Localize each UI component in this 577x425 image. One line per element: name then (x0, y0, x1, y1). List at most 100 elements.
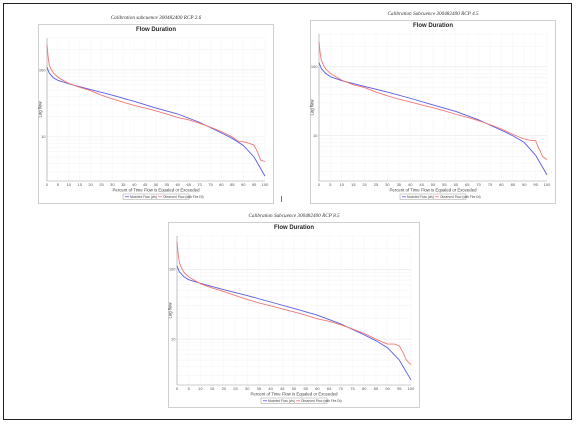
x-tick-label: 90 (241, 182, 246, 187)
x-tick-label: 10 (340, 182, 345, 187)
x-tick-label: 75 (488, 182, 493, 187)
x-tick-label: 30 (385, 182, 390, 187)
flow-duration-chart: 0 5 10 15 20 25 30 35 40 45 50 55 60 65 70 75 80 85 90 95 10… (310, 33, 551, 200)
x-tick-label: 15 (351, 182, 356, 187)
x-tick-label: 95 (533, 182, 538, 187)
chart-caption: Calibration Subcuence 300482400 RCP 8.5 (248, 213, 340, 219)
legend-label: Modeled Flow (cfs) (268, 399, 295, 403)
x-tick-label: 25 (374, 182, 379, 187)
chart-panel-rcp26: Calibration subcuence 300482400 RCP 2.6 … (38, 12, 274, 204)
chart-title: Flow Duration (413, 23, 453, 29)
x-tick-label: 100 (408, 386, 415, 391)
x-tick-label: 0 (46, 182, 49, 187)
observed-flow-line (318, 41, 548, 160)
x-axis-label: Percent of Time Flow is Equaled or Excee… (251, 392, 339, 397)
x-tick-label: 70 (197, 182, 202, 187)
x-tick-label: 55 (442, 182, 447, 187)
x-tick-label: 60 (315, 386, 320, 391)
x-tick-label: 55 (303, 386, 308, 391)
x-tick-label: 75 (208, 182, 213, 187)
x-tick-label: 60 (454, 182, 459, 187)
x-tick-label: 10 (198, 386, 203, 391)
x-tick-label: 30 (110, 182, 115, 187)
x-tick-label: 0 (176, 386, 179, 391)
flow-duration-chart: 0 5 10 15 20 25 30 35 40 45 50 55 60 65 70 75 80 85 90 95 10… (168, 235, 415, 404)
y-axis-label: Log flow (168, 302, 173, 319)
x-tick-label: 35 (257, 386, 262, 391)
x-tick-label: 95 (397, 386, 402, 391)
x-tick-label: 100 (544, 182, 551, 187)
chart-area: Flow Duration 0 5 10 15 20 25 30 35 40 45 50 55 60 65… (38, 24, 274, 204)
x-tick-label: 65 (327, 386, 332, 391)
observed-flow-line (46, 44, 266, 162)
divider-line (281, 196, 282, 202)
x-tick-label: 15 (210, 386, 215, 391)
y-axis-label: Log flow (38, 101, 43, 118)
y-tick-label: 100 (311, 64, 318, 69)
x-tick-label: 40 (408, 182, 413, 187)
modeled-flow-line (176, 265, 412, 381)
x-tick-label: 35 (121, 182, 126, 187)
y-tick-label: 10 (41, 134, 46, 139)
modeled-flow-line (318, 62, 548, 176)
x-tick-label: 35 (397, 182, 402, 187)
chart-title: Flow Duration (274, 225, 314, 231)
x-tick-label: 85 (230, 182, 235, 187)
x-tick-label: 20 (222, 386, 227, 391)
y-tick-label: 10 (313, 133, 318, 138)
x-tick-label: 25 (233, 386, 238, 391)
x-tick-label: 65 (465, 182, 470, 187)
modeled-flow-line (46, 67, 266, 177)
chart-area: Flow Duration 0 5 10 15 20 25 30 35 40 45 50 55 60 65… (168, 222, 420, 408)
x-tick-label: 80 (499, 182, 504, 187)
x-tick-label: 15 (77, 182, 82, 187)
x-tick-label: 75 (350, 386, 355, 391)
x-axis-label: Percent of Time Flow is Equaled or Excee… (113, 188, 201, 193)
x-tick-label: 70 (339, 386, 344, 391)
chart-caption: Calibration Subcuence 300482400 RCP 4.5 (387, 11, 479, 17)
x-tick-label: 50 (431, 182, 436, 187)
x-tick-label: 25 (99, 182, 104, 187)
legend-label: Observed Flow (with Fire Dt) (163, 195, 204, 199)
x-tick-label: 50 (292, 386, 297, 391)
x-tick-label: 45 (419, 182, 424, 187)
legend-label: Modeled Flow (cfs) (407, 195, 434, 199)
x-tick-label: 80 (362, 386, 367, 391)
chart-caption: Calibration subcuence 300482400 RCP 2.6 (110, 15, 202, 21)
x-tick-label: 95 (252, 182, 257, 187)
x-tick-label: 45 (143, 182, 148, 187)
x-tick-label: 30 (245, 386, 250, 391)
x-tick-label: 70 (476, 182, 481, 187)
x-tick-label: 20 (362, 182, 367, 187)
x-tick-label: 85 (374, 386, 379, 391)
x-tick-label: 80 (219, 182, 224, 187)
x-tick-label: 5 (329, 182, 332, 187)
flow-duration-chart: 0 5 10 15 20 25 30 35 40 45 50 55 60 65 70 75 80 85 90 95 10… (38, 37, 269, 200)
legend-box (399, 193, 467, 200)
x-tick-label: 20 (88, 182, 93, 187)
x-tick-label: 45 (280, 386, 285, 391)
x-tick-label: 0 (318, 182, 321, 187)
observed-flow-line (176, 241, 412, 366)
x-tick-label: 5 (188, 386, 191, 391)
x-tick-label: 40 (268, 386, 273, 391)
legend-label: Observed Flow (with Fire Dt) (440, 195, 481, 199)
legend-box (122, 193, 190, 200)
chart-title: Flow Duration (136, 27, 176, 33)
x-tick-label: 85 (511, 182, 516, 187)
y-tick-label: 100 (169, 267, 176, 272)
x-tick-label: 10 (67, 182, 72, 187)
x-tick-label: 100 (262, 182, 269, 187)
chart-panel-rcp45: Calibration Subcuence 300482400 RCP 4.5 … (310, 8, 556, 204)
chart-panel-rcp85: Calibration Subcuence 300482400 RCP 8.5 … (168, 210, 420, 408)
y-tick-label: 100 (39, 67, 46, 72)
legend-label: Observed Flow (with Fire Dt) (301, 399, 342, 403)
y-tick-label: 10 (171, 336, 176, 341)
x-tick-label: 90 (522, 182, 527, 187)
y-axis-label: Log flow (310, 99, 315, 116)
chart-area: Flow Duration 0 5 10 15 20 25 30 35 40 45 50 55 60 65… (310, 20, 556, 204)
x-tick-label: 5 (57, 182, 60, 187)
x-tick-label: 90 (385, 386, 390, 391)
x-tick-label: 55 (165, 182, 170, 187)
x-tick-label: 50 (154, 182, 159, 187)
